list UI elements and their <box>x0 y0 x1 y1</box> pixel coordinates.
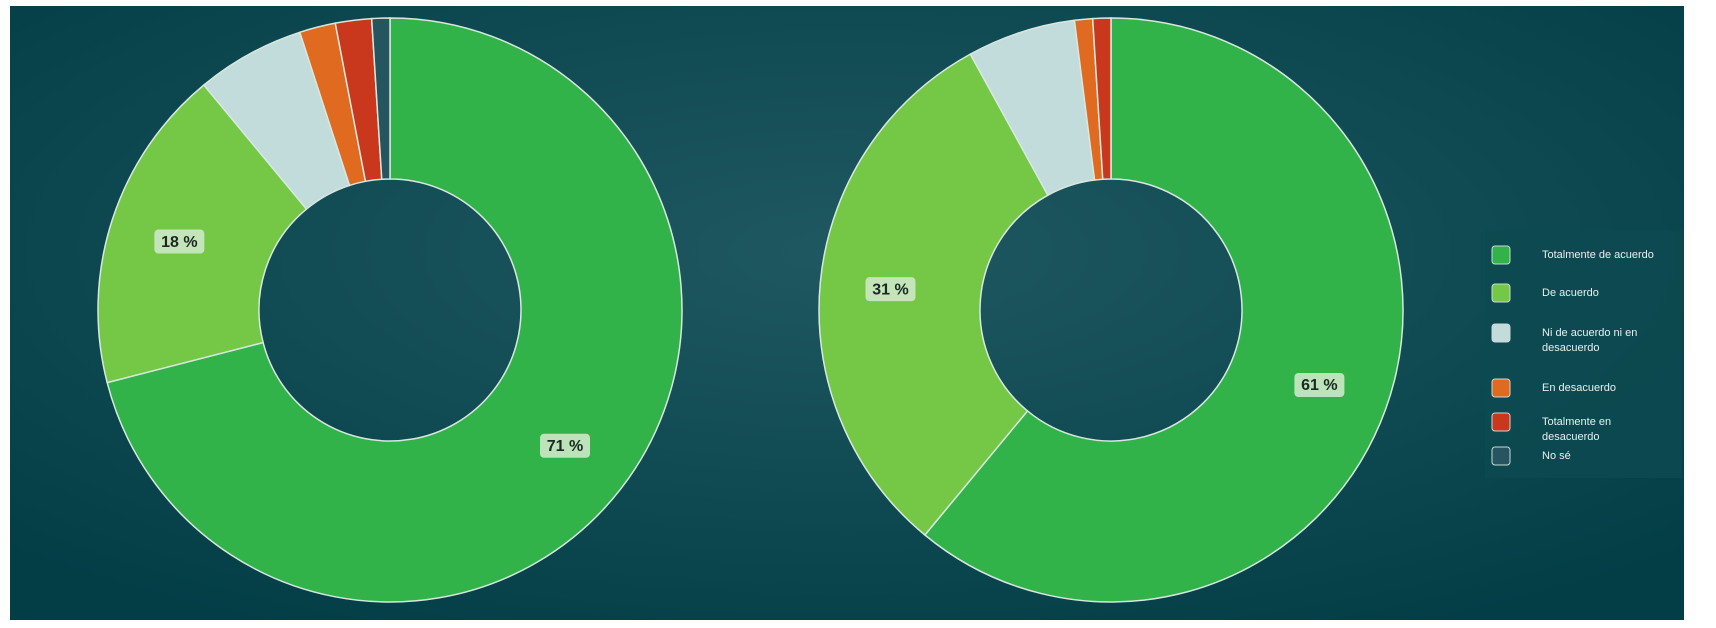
donut-slice <box>1091 17 1112 181</box>
value-label-bg <box>154 229 205 254</box>
legend-box <box>1485 230 1682 478</box>
legend-swatch <box>1491 323 1511 343</box>
legend-label: Totalmente de acuerdo <box>1542 249 1654 261</box>
value-label: 71 % <box>547 438 583 455</box>
legend-swatch <box>1491 446 1511 466</box>
value-label-bg <box>1294 373 1345 398</box>
value-label: 31 % <box>872 281 908 298</box>
donut-slice <box>106 17 683 603</box>
legend-label: No sé <box>1542 450 1571 462</box>
legend-swatch <box>1491 378 1511 398</box>
legend-label: Totalmente en desacuerdo <box>1542 416 1611 443</box>
legend-swatch <box>1491 245 1511 265</box>
value-label-bg <box>865 277 916 302</box>
donut-slice <box>923 17 1404 603</box>
donut-slice <box>370 17 391 181</box>
legend-label: Ni de acuerdo ni en desacuerdo <box>1542 327 1637 354</box>
legend-swatch <box>1491 412 1511 432</box>
donut-slice <box>818 53 1049 537</box>
value-label-bg <box>540 433 591 458</box>
legend-swatch <box>1491 283 1511 303</box>
value-label: 61 % <box>1301 377 1337 394</box>
legend-label: De acuerdo <box>1542 287 1599 299</box>
legend-label: En desacuerdo <box>1542 382 1616 394</box>
value-label: 18 % <box>161 234 197 251</box>
